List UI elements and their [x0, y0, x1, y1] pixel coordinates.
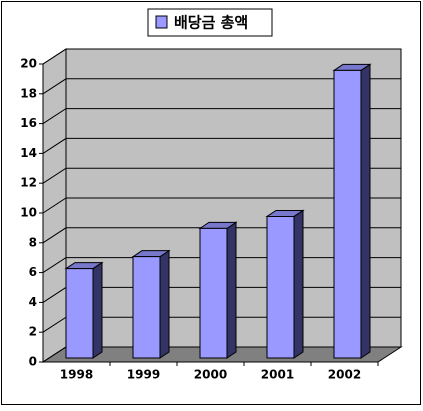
y-tick-label: 14 [20, 146, 37, 160]
y-tick-label: 8 [29, 235, 37, 249]
x-tick-label: 2002 [328, 368, 361, 382]
x-tick-label: 2001 [261, 368, 294, 382]
grid-line [42, 197, 401, 214]
bar [265, 209, 305, 359]
legend: 배당금 총액 [147, 8, 273, 37]
bar-side [360, 63, 371, 359]
bar-front [266, 215, 295, 359]
y-tick-label: 6 [29, 265, 37, 279]
grid-line [42, 108, 401, 125]
y-tick-label: 18 [20, 86, 37, 100]
bar [198, 221, 238, 359]
x-tick-label: 1998 [60, 368, 93, 382]
y-tick-label: 12 [20, 176, 37, 190]
bar-side [226, 221, 237, 359]
legend-label: 배당금 총액 [174, 14, 248, 32]
bar [131, 249, 171, 359]
y-tick-label: 4 [29, 295, 37, 309]
x-tick-label: 1999 [127, 368, 160, 382]
y-tick-label: 16 [20, 116, 37, 130]
y-tick-label: 20 [20, 57, 37, 71]
bar-front [199, 227, 228, 359]
grid-line [42, 48, 401, 65]
x-tick-label: 2000 [194, 368, 227, 382]
legend-box [147, 8, 273, 37]
bar-front [65, 268, 94, 359]
grid-line [42, 167, 401, 184]
bar [64, 261, 104, 359]
y-tick-label: 0 [29, 355, 37, 369]
bar-side [159, 249, 170, 359]
y-tick-label: 10 [20, 206, 37, 220]
bar-front [333, 69, 362, 359]
legend-swatch [155, 15, 168, 29]
bar-side [92, 261, 103, 359]
bar-front [132, 256, 161, 359]
grid-line [42, 137, 401, 154]
grid-line [42, 78, 401, 95]
y-tick-label: 2 [29, 325, 37, 339]
bar-side [293, 209, 304, 359]
bar [332, 63, 372, 359]
